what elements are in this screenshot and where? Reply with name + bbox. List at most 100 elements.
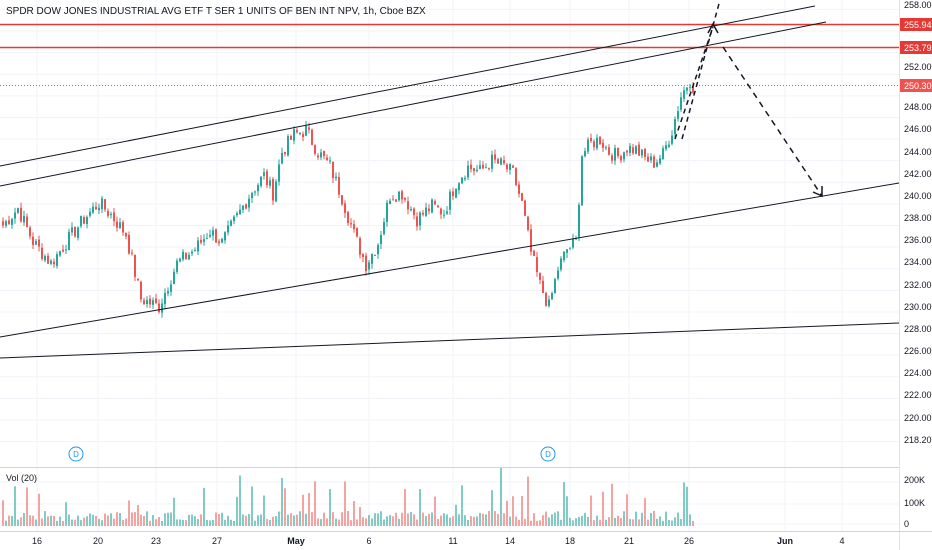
candle <box>197 237 199 255</box>
volume-bar <box>560 519 562 526</box>
volume-bar <box>293 515 295 526</box>
volume-bar <box>134 512 136 526</box>
candle <box>29 225 31 240</box>
volume-bar <box>542 515 544 526</box>
volume-bar <box>269 519 271 526</box>
candle <box>116 216 118 232</box>
volume-bar <box>359 507 361 526</box>
volume-bar <box>521 495 523 526</box>
volume-bar <box>335 518 337 526</box>
candle <box>623 151 625 163</box>
channel-upper-trendline[interactable] <box>0 5 816 167</box>
candle <box>164 288 166 310</box>
candle-body <box>86 216 88 225</box>
volume-bar <box>374 513 376 526</box>
dividend-marker-2[interactable]: D <box>540 446 556 462</box>
price-axis[interactable]: 258.00 252.00 248.00 246.00 244.00 242.0… <box>904 0 932 445</box>
volume-bar <box>281 478 283 526</box>
candle-body <box>392 199 394 201</box>
volume-bar <box>50 515 52 526</box>
candle-body <box>317 155 319 158</box>
volume-bar <box>20 517 22 526</box>
candle <box>476 164 478 173</box>
candle <box>335 172 337 181</box>
candle <box>638 141 640 156</box>
candle-body <box>305 125 307 136</box>
candle <box>239 204 241 215</box>
projection-path-right[interactable] <box>681 0 721 140</box>
candle <box>302 131 304 142</box>
candle-body <box>191 251 193 254</box>
candle <box>467 160 469 180</box>
candle-body <box>500 158 502 165</box>
candle-body <box>152 300 154 305</box>
candle-body <box>680 97 682 110</box>
candle-body <box>542 280 544 294</box>
volume-bar <box>668 519 670 526</box>
candle <box>452 187 454 201</box>
candle-body <box>170 284 172 292</box>
candle <box>317 153 319 161</box>
candle-body <box>554 279 556 294</box>
volume-bar <box>227 515 229 526</box>
candle <box>662 145 664 161</box>
candle-body <box>350 223 352 225</box>
candle <box>194 247 196 252</box>
candle <box>671 130 673 146</box>
candle <box>611 153 613 164</box>
candle <box>206 232 208 240</box>
volume-bar <box>413 514 415 526</box>
volume-bar <box>509 516 511 526</box>
candle <box>161 298 163 318</box>
candle-body <box>551 293 553 300</box>
candle <box>518 181 520 198</box>
channel-mid-trendline[interactable] <box>0 21 827 187</box>
projection-arrowhead-down <box>812 186 823 198</box>
dividend-marker-1[interactable]: D <box>68 446 84 462</box>
volume-bar <box>305 513 307 526</box>
price-label: 232.00 <box>904 280 932 290</box>
volume-bar <box>218 514 220 526</box>
projection-path-left[interactable] <box>674 26 714 140</box>
volume-bar <box>527 476 529 526</box>
candle-body <box>458 183 460 191</box>
price-label: 240.00 <box>904 191 932 201</box>
volume-bar <box>17 519 19 526</box>
candle-body <box>518 184 520 194</box>
volume-bar <box>116 512 118 526</box>
candle <box>314 144 316 156</box>
time-axis[interactable]: 16 20 23 27 May 6 11 14 18 21 26 Jun 4 <box>32 536 845 546</box>
candle-body <box>296 129 298 133</box>
volume-bar <box>680 519 682 526</box>
volume-bar <box>422 512 424 526</box>
candle-body <box>545 293 547 306</box>
candle <box>23 210 25 226</box>
volume-bar <box>644 498 646 526</box>
volume-bar <box>518 519 520 526</box>
candle-body <box>560 258 562 270</box>
volume-bar <box>35 519 37 526</box>
candle <box>26 213 28 228</box>
candle <box>410 206 412 212</box>
candle <box>497 157 499 164</box>
candle-body <box>116 221 118 228</box>
candle <box>617 147 619 159</box>
channel-lower-trendline[interactable] <box>0 182 900 338</box>
candle-body <box>287 135 289 156</box>
candle-body <box>137 278 139 281</box>
long-term-support-trendline[interactable] <box>0 322 900 359</box>
candle-body <box>347 212 349 224</box>
candle <box>14 207 16 224</box>
volume-bar <box>212 519 214 526</box>
volume-bar <box>410 512 412 526</box>
candle-body <box>566 249 568 253</box>
candle <box>296 127 298 134</box>
candle-body <box>407 201 409 210</box>
candle <box>2 217 4 229</box>
candle <box>293 126 295 145</box>
projection-path-down[interactable] <box>722 46 823 197</box>
volume-bar <box>689 514 691 526</box>
candle-body <box>89 211 91 216</box>
volume-bar <box>515 516 517 526</box>
